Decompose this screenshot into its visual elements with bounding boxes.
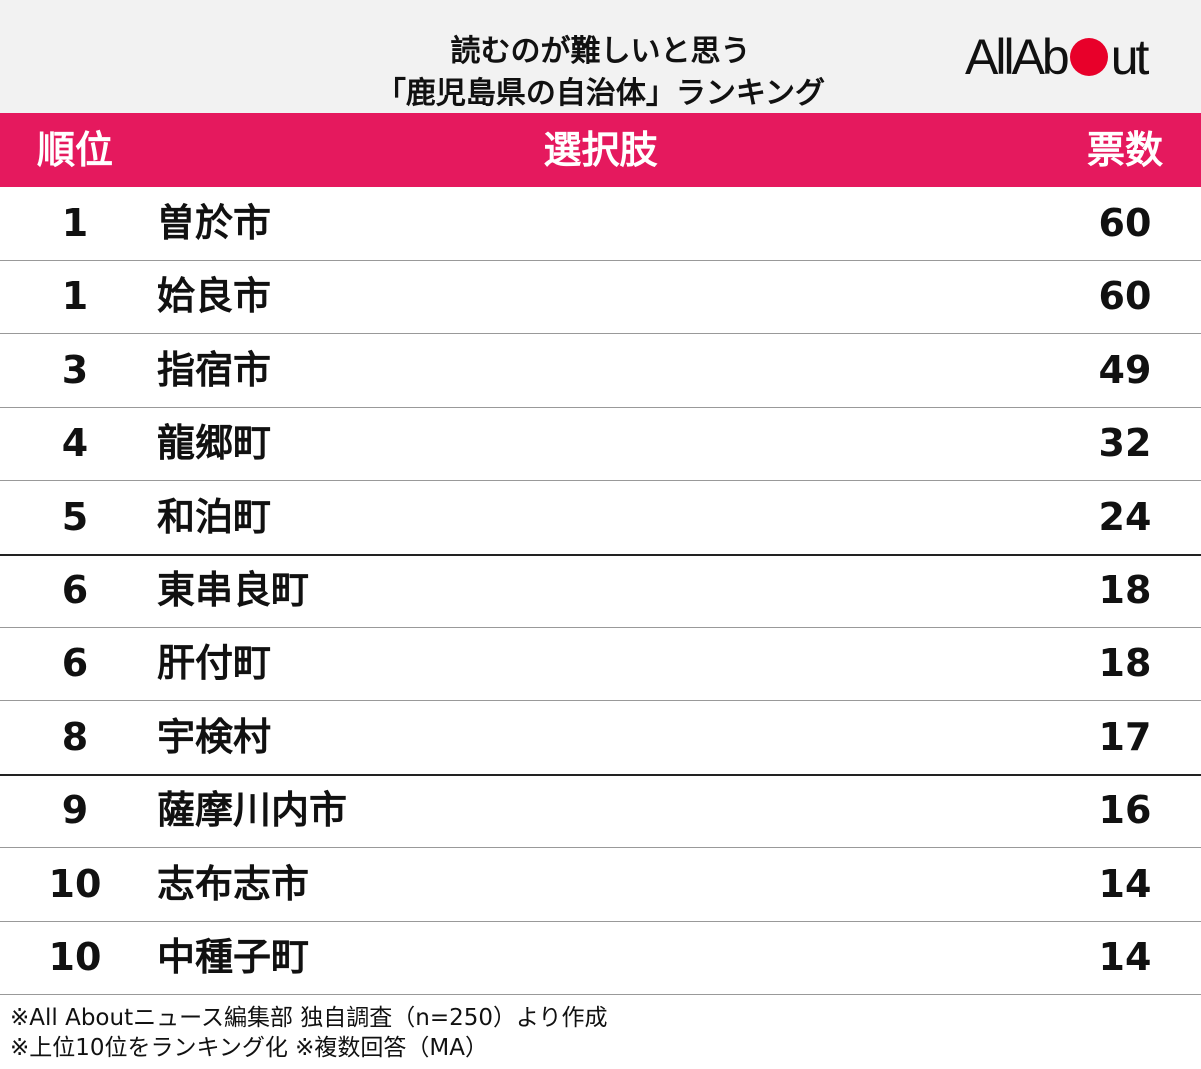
votes: 14 [1098, 935, 1152, 979]
votes: 60 [1098, 274, 1152, 319]
column-header: 順位 [36, 128, 113, 172]
logo-dot: o [1069, 38, 1108, 76]
logo-text: AllAb [965, 29, 1070, 85]
name: 肝付町 [157, 641, 272, 686]
table-row: 9 薩摩川内市 16 [0, 774, 1201, 849]
name: 宇検村 [157, 714, 272, 759]
table-row: 1 姶良市 60 [0, 260, 1201, 335]
logo-text: ut [1110, 29, 1150, 85]
name: 和泊町 [157, 494, 272, 539]
table-row: 10 中種子町 14 [0, 921, 1201, 995]
votes: 18 [1098, 641, 1152, 686]
votes: 60 [1098, 201, 1152, 245]
rank: 9 [61, 788, 89, 833]
rank: 8 [61, 714, 89, 759]
votes: 16 [1098, 788, 1152, 833]
table-row: 10 志布志市 14 [0, 848, 1201, 922]
column-header: 票数 [1086, 128, 1163, 172]
rank: 10 [48, 861, 102, 906]
table-row: 1 曽於市 60 [0, 187, 1201, 261]
rank: 1 [61, 274, 89, 319]
rank: 5 [61, 494, 89, 539]
title: 読むのが難しいと思う [450, 34, 751, 69]
name: 龍郷町 [157, 421, 272, 466]
table-row: 8 宇検村 17 [0, 701, 1201, 776]
table-row: 5 和泊町 24 [0, 481, 1201, 556]
name: 薩摩川内市 [157, 788, 348, 833]
column-header: 選択肢 [543, 128, 658, 172]
table-row: 6 肝付町 18 [0, 627, 1201, 702]
rank: 4 [61, 421, 89, 466]
votes: 14 [1098, 861, 1152, 906]
rank: 10 [48, 935, 102, 979]
rank: 6 [61, 641, 89, 686]
votes: 32 [1098, 421, 1152, 466]
footnote: ※All Aboutニュース編集部 独自調査（n=250）より作成 [10, 1005, 608, 1031]
name: 曽於市 [157, 201, 272, 245]
table-header: 順位 選択肢 票数 [0, 113, 1201, 187]
table-row: 4 龍郷町 32 [0, 407, 1201, 482]
rank: 3 [61, 347, 89, 392]
name: 東串良町 [157, 568, 310, 612]
table-row: 6 東串良町 18 [0, 554, 1201, 628]
name: 指宿市 [157, 347, 272, 392]
name: 中種子町 [157, 935, 310, 979]
name: 姶良市 [157, 274, 272, 319]
footnote: ※上位10位をランキング化 ※複数回答（MA） [10, 1035, 489, 1061]
title: 「鹿児島県の自治体」ランキング [375, 76, 826, 111]
rank: 1 [61, 201, 89, 245]
name: 志布志市 [157, 861, 310, 906]
votes: 17 [1098, 714, 1152, 759]
rank: 6 [61, 568, 89, 612]
votes: 49 [1098, 347, 1152, 392]
table-row: 3 指宿市 49 [0, 334, 1201, 408]
votes: 18 [1098, 568, 1152, 612]
votes: 24 [1098, 494, 1152, 539]
